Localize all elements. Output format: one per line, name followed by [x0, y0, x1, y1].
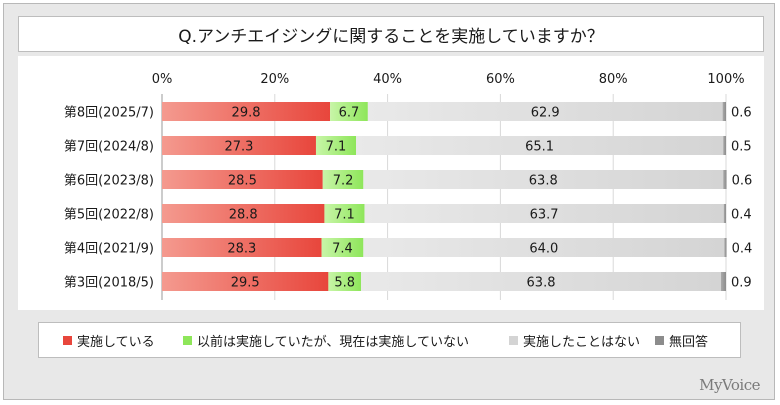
- legend: 実施している 以前は実施していたが、現在は実施していない 実施したことはない 無…: [38, 322, 741, 358]
- legend-item-noanswer: 無回答: [655, 323, 708, 357]
- data-label: 7.2: [333, 174, 354, 189]
- category-label: 第7回(2024/8): [64, 140, 154, 155]
- bar-segment: [162, 238, 322, 257]
- category-label: 第4回(2021/9): [64, 242, 154, 257]
- category-label: 第5回(2022/8): [64, 208, 154, 223]
- bar-segment: [720, 272, 726, 291]
- bar-segment: [361, 272, 721, 291]
- bar-segment: [330, 102, 368, 121]
- data-label: 0.6: [731, 106, 752, 121]
- x-tick-label: 0%: [152, 72, 173, 87]
- data-label: 27.3: [225, 140, 254, 155]
- bar-segment: [722, 102, 726, 121]
- data-label: 0.9: [731, 276, 752, 291]
- brand-logo-text: MyVoice: [699, 376, 760, 394]
- bar-segment: [723, 204, 726, 223]
- category-label: 第8回(2025/7): [64, 106, 154, 121]
- data-label: 0.5: [731, 140, 752, 155]
- data-label: 28.8: [229, 208, 258, 223]
- x-tick-label: 60%: [486, 72, 515, 87]
- data-label: 7.1: [334, 208, 355, 223]
- data-label: 29.8: [232, 106, 261, 121]
- bar-segment: [322, 170, 364, 189]
- data-label: 28.5: [228, 174, 257, 189]
- data-label: 0.6: [732, 174, 753, 189]
- chart-title: Q.アンチエイジングに関することを実施していますか？: [178, 26, 604, 47]
- data-label: 5.8: [334, 276, 355, 291]
- data-label: 0.4: [732, 242, 753, 257]
- legend-label-done: 実施している: [77, 334, 155, 350]
- bar-segment: [367, 102, 723, 121]
- legend-label-past: 以前は実施していたが、現在は実施していない: [197, 334, 469, 350]
- legend-swatch-never: [509, 335, 518, 345]
- bar-segment: [723, 136, 726, 155]
- legend-item-never: 実施したことはない: [509, 323, 640, 357]
- chart-frame: Q.アンチエイジングに関することを実施していますか？ 実施している 以前は実施し…: [3, 3, 775, 400]
- bar-segment: [162, 136, 316, 155]
- legend-item-past: 以前は実施していたが、現在は実施していない: [183, 323, 469, 357]
- bar-segment: [723, 170, 727, 189]
- data-label: 64.0: [529, 242, 558, 257]
- bar-segment: [162, 272, 329, 291]
- data-label: 63.8: [527, 276, 556, 291]
- legend-item-done: 実施している: [63, 323, 155, 357]
- bar-segment: [724, 238, 727, 257]
- bar-segment: [324, 204, 365, 223]
- bar-segment: [162, 204, 325, 223]
- data-label: 65.1: [525, 140, 554, 155]
- data-label: 28.3: [227, 242, 256, 257]
- legend-swatch-done: [63, 335, 72, 345]
- data-label: 63.7: [530, 208, 559, 223]
- bar-segment: [363, 170, 724, 189]
- data-label: 0.4: [731, 208, 752, 223]
- data-label: 63.8: [529, 174, 558, 189]
- legend-swatch-past: [183, 335, 192, 345]
- x-tick-label: 20%: [260, 72, 289, 87]
- bar-segment: [321, 238, 364, 257]
- legend-label-noanswer: 無回答: [669, 334, 709, 350]
- bar-segment: [356, 136, 724, 155]
- chart-svg: 0% 20% 40% 60% 80% 100% 第8回(2025/7) 29.8 6.7 62.9…: [64, 72, 753, 300]
- bar-segment: [363, 238, 725, 257]
- legend-swatch-noanswer: [655, 335, 664, 345]
- chart-title-box: Q.アンチエイジングに関することを実施していますか？: [18, 16, 764, 52]
- category-label: 第3回(2018/5): [64, 276, 154, 291]
- x-tick-label: 40%: [373, 72, 402, 87]
- category-label: 第6回(2023/8): [64, 174, 154, 189]
- bar-segment: [364, 204, 724, 223]
- bar-segment: [162, 102, 331, 121]
- data-label: 7.4: [332, 242, 353, 257]
- x-tick-label: 100%: [707, 72, 744, 87]
- bar-segment: [328, 272, 362, 291]
- data-label: 7.1: [326, 140, 347, 155]
- data-label: 6.7: [339, 106, 360, 121]
- legend-label-never: 実施したことはない: [523, 334, 641, 350]
- data-label: 62.9: [531, 106, 560, 121]
- x-tick-label: 80%: [599, 72, 628, 87]
- bar-segment: [162, 170, 323, 189]
- data-label: 29.5: [231, 276, 260, 291]
- bar-segment: [315, 136, 357, 155]
